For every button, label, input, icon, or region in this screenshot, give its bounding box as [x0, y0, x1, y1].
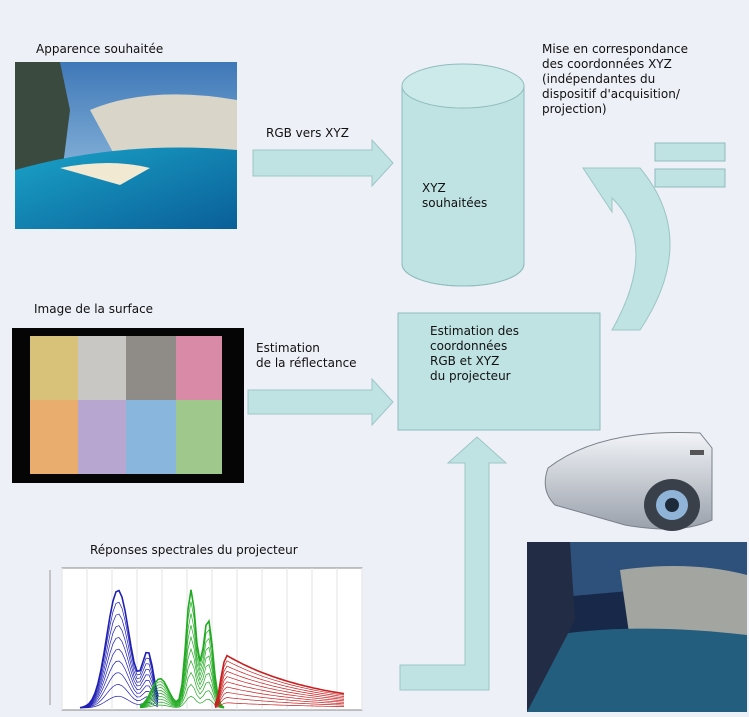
spectral-curve-2-7: [214, 670, 345, 707]
mapping-label: Mise en correspondance des coordonnées X…: [542, 42, 689, 116]
spectral-responses-label: Réponses spectrales du projecteur: [90, 543, 298, 557]
block-arrow-icon: [399, 436, 508, 691]
spectral-curve-1-3: [139, 671, 225, 709]
spectral-curve-0-4: [79, 660, 159, 709]
spectral-curve-1-8: [139, 613, 225, 708]
projector-icon: [544, 431, 713, 531]
reflectance-estimation-label: Estimation de la réflectance: [256, 341, 357, 370]
block-arrow-icon: [247, 377, 394, 427]
spectral-curve-1-2: [139, 683, 225, 709]
surface-image-label: Image de la surface: [34, 302, 154, 316]
spectral-curve-2-4: [214, 686, 345, 708]
spectral-curve-2-3: [214, 691, 345, 708]
projected-result-photo: [527, 542, 747, 712]
spectral-curve-0-2: [79, 684, 159, 709]
spectral-curve-1-6: [139, 635, 225, 709]
spectral-curve-0-5: [79, 648, 159, 709]
spectral-curve-2-1: [214, 702, 345, 709]
spectral-curve-0-6: [79, 637, 159, 709]
spectral-curve-0-10: [79, 589, 159, 709]
projector-estimation-label: Estimation des coordonnées RGB et XYZ du…: [430, 324, 519, 383]
spectral-curve-1-10: [139, 589, 225, 709]
spectral-curve-0-3: [79, 672, 159, 709]
block-arrow-icon: [252, 138, 394, 188]
mapping-bar-bottom: [654, 168, 726, 188]
desired-appearance-photo: [15, 62, 237, 229]
spectral-curve-1-7: [139, 625, 225, 709]
desired-appearance-label: Apparence souhaitée: [36, 42, 164, 56]
spectral-curve-2-10: [214, 654, 345, 706]
spectral-curve-2-2: [214, 697, 345, 708]
mapping-bar-top: [654, 142, 726, 162]
spectral-curve-0-8: [79, 613, 159, 709]
curved-arrow-icon: [582, 167, 671, 331]
spectral-chart: [49, 567, 363, 711]
spectral-curve-2-5: [214, 681, 345, 707]
cylinder-database-icon: [401, 63, 525, 287]
xyz-desired-label: XYZ souhaitées: [422, 181, 488, 210]
spectral-curve-1-5: [139, 647, 225, 709]
spectral-curve-1-4: [139, 659, 225, 709]
spectral-curve-0-7: [79, 625, 159, 709]
rgb-to-xyz-label: RGB vers XYZ: [266, 126, 349, 140]
spectral-curve-1-1: [139, 695, 225, 709]
spectral-curve-2-9: [214, 660, 345, 706]
spectral-curve-2-8: [214, 665, 345, 706]
surface-color-chart: [12, 328, 244, 483]
projector-estimation-box: [397, 312, 601, 431]
spectral-curve-2-6: [214, 676, 345, 707]
